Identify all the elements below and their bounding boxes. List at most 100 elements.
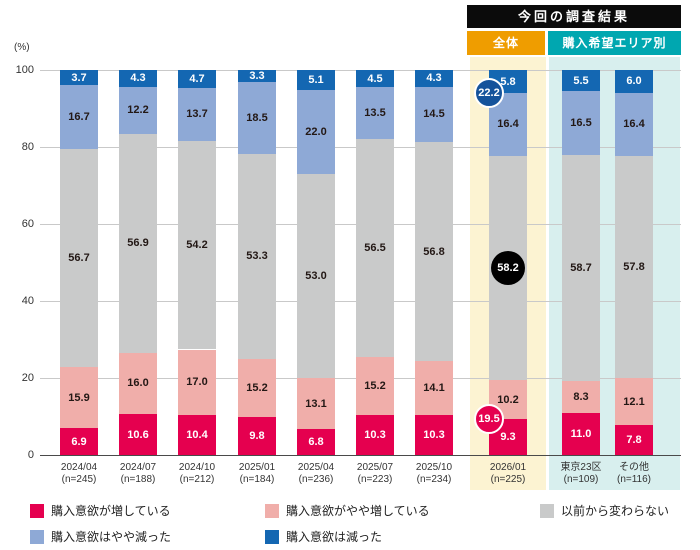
bar-value-label: 9.8	[249, 430, 265, 443]
bar-segment	[238, 417, 276, 455]
bar-segment	[119, 414, 157, 455]
bar-segment	[356, 70, 394, 88]
bar-value-label: 9.3	[500, 431, 516, 444]
bar-segment	[60, 367, 98, 429]
bar-value-label: 11.0	[570, 427, 592, 440]
bar-segment	[415, 70, 453, 87]
x-axis-label: 東京23区 (n=109)	[560, 462, 602, 485]
bar-value-label: 3.7	[71, 71, 87, 84]
y-tick-label: 100	[15, 64, 34, 76]
survey-results-header: 今回の調査結果	[467, 5, 681, 28]
bar-value-label: 5.8	[500, 75, 516, 88]
bar-segment	[119, 352, 157, 415]
legend-item: 購入意欲は減った	[265, 528, 382, 545]
bar-value-label: 16.5	[570, 116, 592, 129]
y-tick-label: 60	[21, 218, 34, 230]
bar-segment	[415, 86, 453, 143]
bar-segment	[297, 89, 335, 175]
bar-segment	[615, 378, 653, 425]
bar-value-label: 56.7	[68, 252, 90, 265]
legend-swatch	[265, 529, 279, 544]
bar-segment	[119, 70, 157, 87]
legend-label: 購入意欲が増している	[51, 504, 171, 518]
bar-segment	[297, 70, 335, 90]
bar-value-label: 17.0	[186, 376, 208, 389]
bar-value-label: 13.5	[364, 107, 386, 120]
legend-swatch	[540, 503, 554, 518]
bar-segment	[615, 92, 653, 156]
bar-segment	[356, 415, 394, 455]
group-label-by-area: 購入希望エリア別	[548, 31, 681, 55]
increase-total-badge: 19.5	[474, 404, 504, 435]
x-axis-label: 2025/07 (n=223)	[356, 462, 394, 485]
bar-value-label: 14.5	[423, 108, 445, 121]
bar-segment	[178, 414, 216, 455]
bar-value-label: 12.1	[623, 395, 645, 408]
y-tick-label: 0	[27, 449, 34, 461]
unchanged-total-badge: 58.2	[491, 250, 525, 285]
bar-value-label: 6.0	[626, 75, 642, 88]
bar-value-label: 53.0	[305, 270, 327, 283]
gridline	[40, 455, 681, 456]
bar-segment	[356, 87, 394, 140]
legend: 購入意欲が増している 購入意欲がやや増している 以前から変わらない購入意欲はやや減っ…	[30, 500, 690, 550]
x-axis-label: その他 (n=116)	[616, 462, 651, 485]
bar-segment	[562, 91, 600, 155]
bar-segment	[297, 174, 335, 379]
bar-value-label: 18.5	[246, 111, 268, 124]
bar-value-label: 15.2	[364, 380, 386, 393]
x-axis-label: 2024/10 (n=212)	[178, 462, 216, 485]
bar-segment	[415, 415, 453, 455]
bar-segment	[178, 70, 216, 89]
legend-item: 以前から変わらない	[540, 502, 669, 519]
bar-segment	[615, 424, 653, 455]
legend-swatch	[265, 503, 279, 518]
y-tick-label: 20	[21, 372, 34, 384]
group-label-overall: 全体	[467, 31, 545, 55]
legend-swatch	[30, 529, 44, 544]
y-axis-unit-label: (%)	[14, 42, 30, 53]
decrease-total-badge: 22.2	[474, 77, 504, 108]
bar-segment	[119, 133, 157, 353]
bar-value-label: 4.5	[367, 72, 383, 85]
bar-value-label: 10.6	[127, 428, 149, 441]
legend-row: 購入意欲はやや減った 購入意欲は減った	[30, 526, 690, 550]
bar-value-label: 4.3	[130, 72, 146, 85]
bar-segment	[60, 84, 98, 149]
bar-segment	[562, 154, 600, 381]
bar-value-label: 6.8	[308, 435, 324, 448]
legend-item: 購入意欲が増している	[30, 502, 171, 519]
legend-label: 以前から変わらない	[561, 504, 670, 518]
bar-value-label: 10.2	[497, 393, 519, 406]
x-axis-label: 2026/01 (n=225)	[489, 462, 527, 485]
bar-value-label: 3.3	[249, 69, 265, 82]
bar-segment	[297, 378, 335, 429]
bar-value-label: 56.9	[127, 237, 149, 250]
bar-segment	[238, 82, 276, 154]
bar-value-label: 10.3	[423, 429, 445, 442]
bar-segment	[119, 86, 157, 134]
bar-segment	[238, 153, 276, 359]
bar-value-label: 56.5	[364, 242, 386, 255]
bar-value-label: 16.4	[497, 118, 519, 131]
legend-row: 購入意欲が増している 購入意欲がやや増している 以前から変わらない	[30, 500, 690, 526]
legend-label: 購入意欲はやや減った	[51, 530, 172, 544]
bar-value-label: 56.8	[423, 245, 445, 258]
bar-value-label: 5.1	[308, 73, 324, 86]
y-tick-label: 40	[21, 295, 34, 307]
x-axis-label: 2025/04 (n=236)	[297, 462, 335, 485]
bar-value-label: 15.2	[246, 382, 268, 394]
bar-value-label: 6.9	[71, 435, 87, 448]
bar-segment	[615, 155, 653, 379]
bar-segment	[60, 428, 98, 455]
bar-value-label: 14.1	[423, 382, 445, 395]
bar-segment	[178, 140, 216, 350]
bar-segment	[562, 412, 600, 455]
bar-value-label: 16.7	[68, 110, 90, 123]
legend-label: 購入意欲がやや増している	[286, 504, 430, 518]
bar-segment	[178, 349, 216, 415]
bar-segment	[356, 139, 394, 357]
bar-segment	[60, 70, 98, 85]
